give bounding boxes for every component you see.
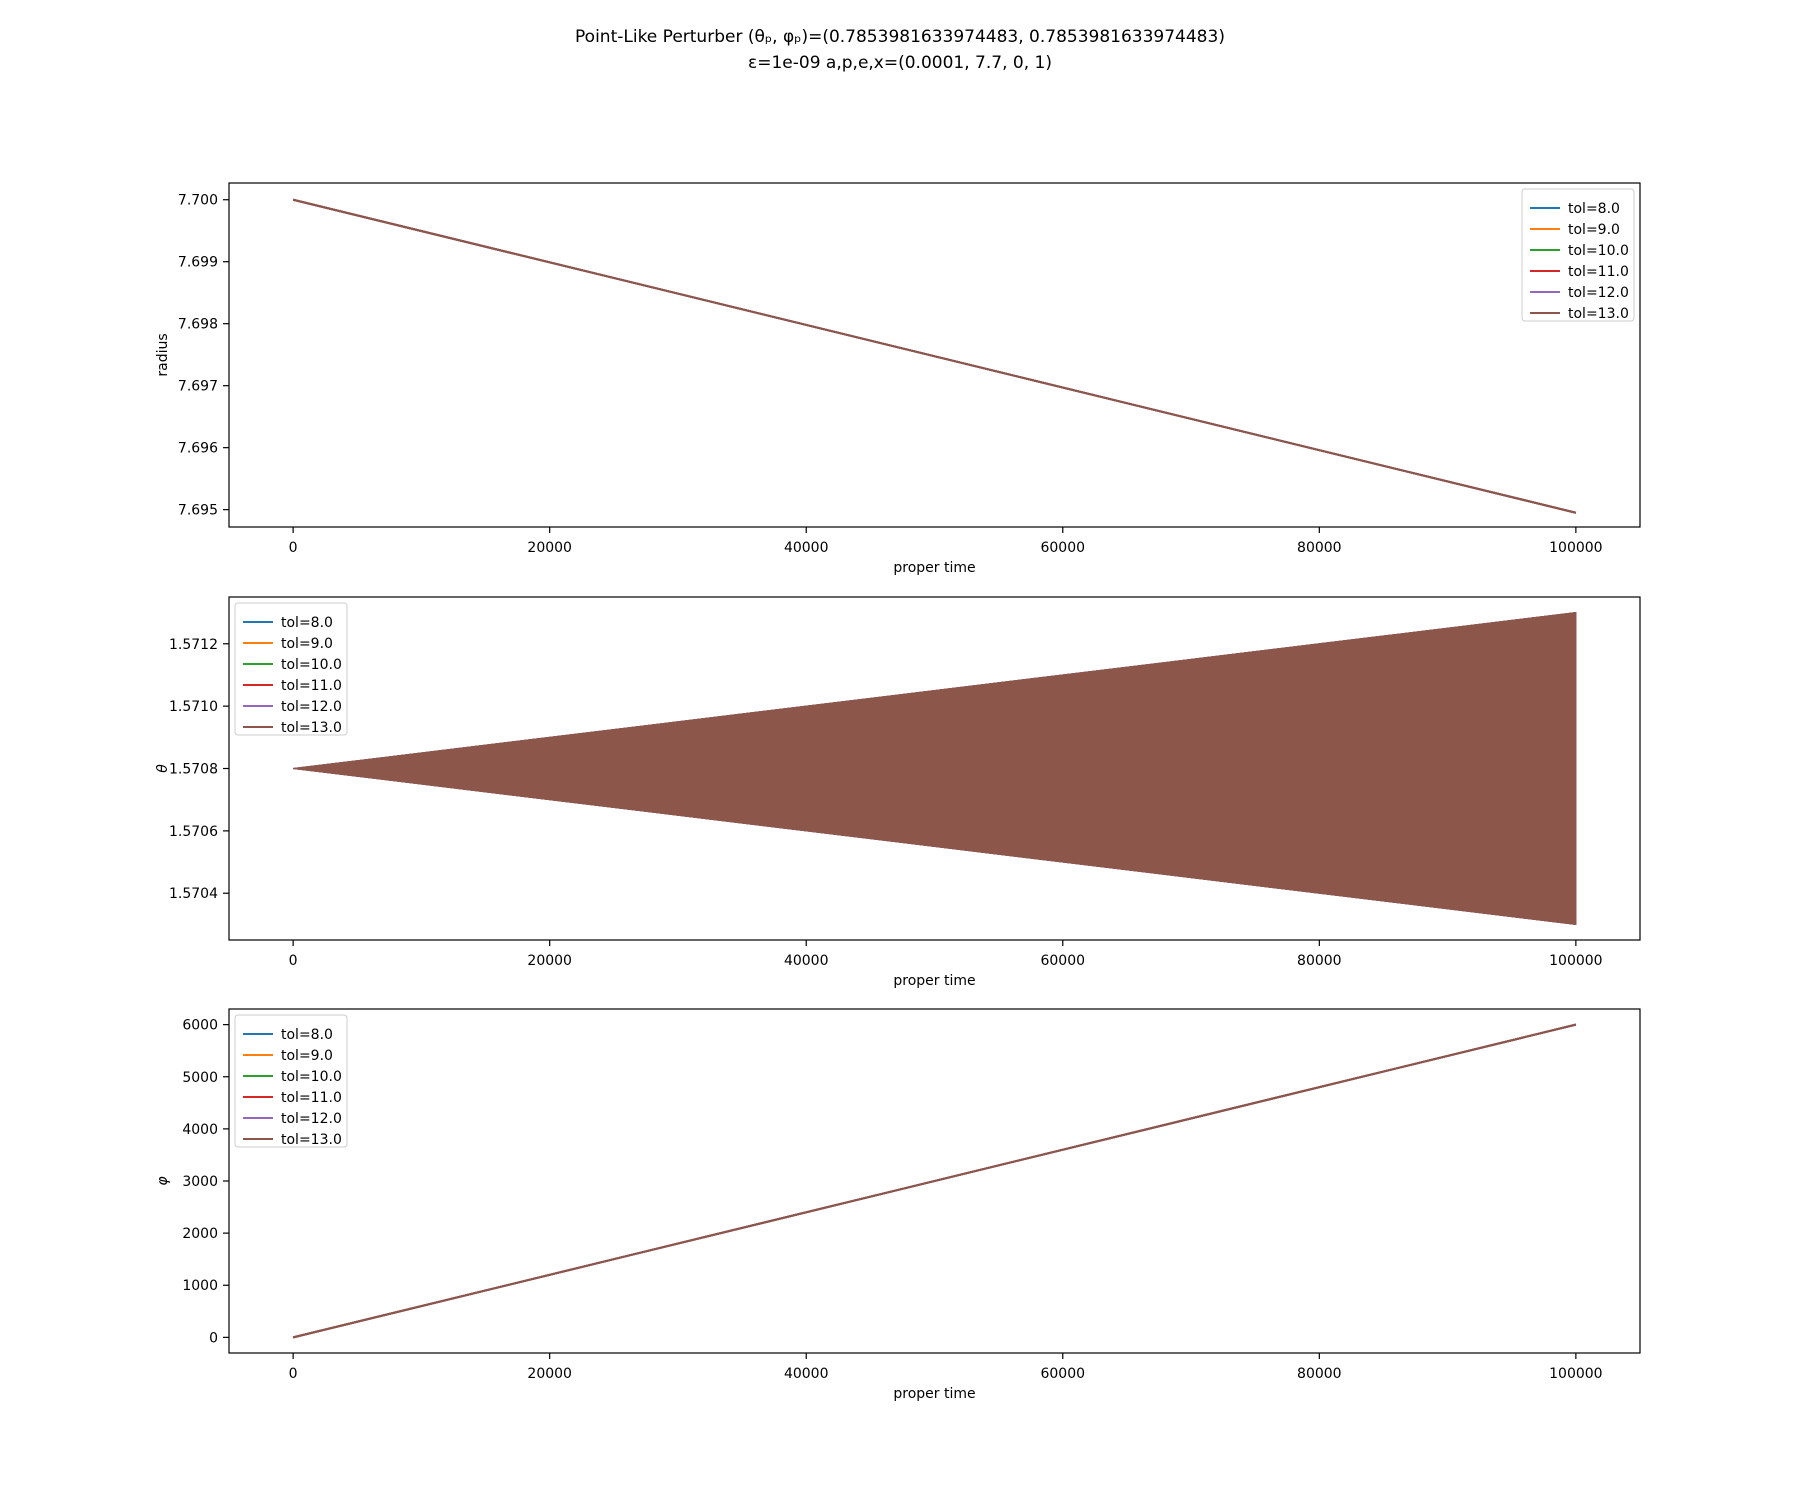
radius-ytick-label: 7.700 — [178, 193, 218, 209]
theta-xtick-label: 40000 — [784, 953, 829, 969]
phi-legend-box — [234, 1014, 348, 1148]
radius-legend-label: tol=9.0 — [1568, 222, 1620, 238]
phi-ytick-label: 5000 — [182, 1070, 218, 1086]
figure-subtitle: ε=1e-09 a,p,e,x=(0.0001, 7.7, 0, 1) — [748, 53, 1052, 73]
radius-legend-label: tol=13.0 — [1568, 306, 1629, 322]
radius-xtick-label: 100000 — [1549, 540, 1602, 556]
theta-ytick-label: 1.5706 — [169, 824, 218, 840]
phi-legend-label: tol=13.0 — [281, 1132, 342, 1148]
theta-xtick-label: 0 — [289, 953, 298, 969]
radius-series-group — [292, 198, 1577, 514]
phi-xtick-label: 0 — [289, 1366, 298, 1382]
theta-xtick-label: 60000 — [1040, 953, 1085, 969]
phi-xtick-label: 100000 — [1549, 1366, 1602, 1382]
theta-ytick-label: 1.5712 — [169, 637, 218, 653]
phi-xtick-label: 60000 — [1040, 1366, 1085, 1382]
theta-ytick-label: 1.5708 — [169, 762, 218, 778]
radius-xlabel: proper time — [893, 560, 975, 576]
phi-xtick-label: 20000 — [527, 1366, 572, 1382]
theta-legend: tol=8.0 tol=9.0 tol=10.0 tol=11.0 tol=12.0 to… — [234, 602, 348, 736]
phi-xtick-label: 40000 — [784, 1366, 829, 1382]
radius-ytick-label: 7.699 — [178, 255, 218, 271]
radius-xtick-label: 0 — [289, 540, 298, 556]
radius-xtick-label: 60000 — [1040, 540, 1085, 556]
radius-ytick-label: 7.696 — [178, 441, 218, 457]
theta-legend-label: tol=8.0 — [281, 615, 333, 631]
theta-legend-label: tol=10.0 — [281, 657, 342, 673]
phi-legend-label: tol=9.0 — [281, 1048, 333, 1064]
phi-xlabel: proper time — [893, 1386, 975, 1402]
phi-series-group — [292, 1023, 1577, 1339]
radius-xtick-label: 40000 — [784, 540, 829, 556]
phi-xtick-label: 80000 — [1297, 1366, 1342, 1382]
phi-legend-label: tol=11.0 — [281, 1090, 342, 1106]
radius-xtick-label: 80000 — [1297, 540, 1342, 556]
phi-legend: tol=8.0 tol=9.0 tol=10.0 tol=11.0 tol=12.0 to… — [234, 1014, 348, 1148]
phi-ytick-label: 0 — [209, 1330, 218, 1346]
phi-ytick-label: 6000 — [182, 1018, 218, 1034]
radius-ytick-label: 7.695 — [178, 503, 218, 519]
radius-line-tol-13-0 — [292, 198, 1577, 514]
phi-ytick-label: 2000 — [182, 1226, 218, 1242]
theta-ytick-label: 1.5704 — [169, 886, 218, 902]
theta-legend-label: tol=11.0 — [281, 678, 342, 694]
theta-xtick-label: 100000 — [1549, 953, 1602, 969]
figure-title: Point-Like Perturber (θₚ, φₚ)=(0.7853981… — [575, 27, 1225, 47]
phi-ytick-label: 1000 — [182, 1278, 218, 1294]
radius-legend: tol=8.0 tol=9.0 tol=10.0 tol=11.0 tol=12.0 to… — [1521, 188, 1635, 322]
phi-legend-label: tol=8.0 — [281, 1027, 333, 1043]
theta-ylabel: θ — [155, 764, 171, 773]
phi-ylabel: φ — [155, 1176, 171, 1186]
theta-band-tol-13-0 — [293, 612, 1577, 925]
theta-series-group — [293, 612, 1577, 925]
phi-legend-label: tol=12.0 — [281, 1111, 342, 1127]
radius-legend-label: tol=11.0 — [1568, 264, 1629, 280]
theta-xtick-label: 80000 — [1297, 953, 1342, 969]
radius-legend-label: tol=8.0 — [1568, 201, 1620, 217]
phi-ytick-label: 3000 — [182, 1174, 218, 1190]
theta-legend-label: tol=12.0 — [281, 699, 342, 715]
radius-legend-label: tol=10.0 — [1568, 243, 1629, 259]
phi-legend-label: tol=10.0 — [281, 1069, 342, 1085]
theta-ytick-label: 1.5710 — [169, 699, 218, 715]
theta-legend-label: tol=13.0 — [281, 720, 342, 736]
radius-xtick-label: 20000 — [527, 540, 572, 556]
theta-legend-label: tol=9.0 — [281, 636, 333, 652]
phi-ytick-label: 4000 — [182, 1122, 218, 1138]
radius-legend-label: tol=12.0 — [1568, 285, 1629, 301]
radius-legend-box — [1521, 188, 1635, 322]
theta-legend-box — [234, 602, 348, 736]
radius-ytick-label: 7.697 — [178, 379, 218, 395]
radius-ylabel: radius — [155, 333, 171, 376]
theta-xlabel: proper time — [893, 973, 975, 989]
phi-line-tol-13-0 — [292, 1023, 1577, 1339]
radius-axes-frame — [228, 182, 1641, 528]
theta-xtick-label: 20000 — [527, 953, 572, 969]
radius-ytick-label: 7.698 — [178, 317, 218, 333]
